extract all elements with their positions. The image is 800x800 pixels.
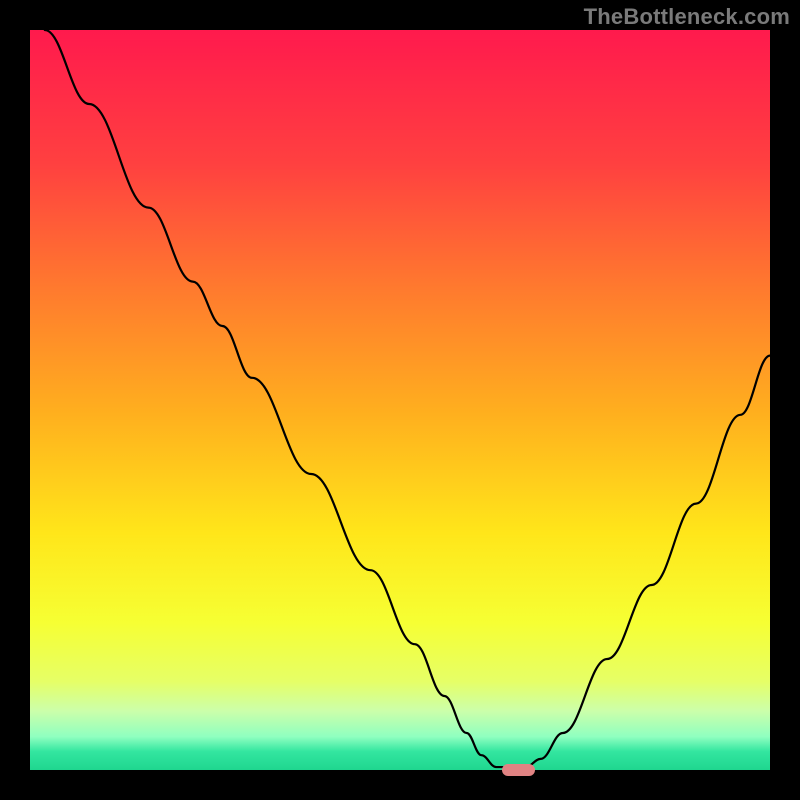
gradient-background — [30, 30, 770, 770]
plot-area — [30, 30, 770, 770]
optimal-marker — [502, 764, 535, 776]
watermark-label: TheBottleneck.com — [584, 4, 790, 30]
gradient-plot — [30, 30, 770, 770]
chart-frame: TheBottleneck.com — [0, 0, 800, 800]
